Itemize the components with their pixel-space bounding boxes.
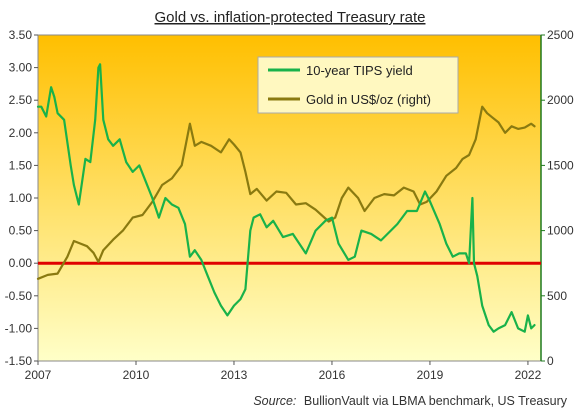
y-right-axis: 2500 2000 1500 1000 500 0 [541,28,574,368]
source-label: Source: [253,394,296,408]
legend: 10-year TIPS yield Gold in US$/oz (right… [257,56,459,114]
y-left-tick-label: -0.50 [5,289,33,303]
series-layer [36,63,536,333]
legend-label-gold: Gold in US$/oz (right) [306,92,431,107]
y-right-tick-label: 2000 [547,93,574,107]
series-line-gold [36,105,536,280]
y-left-tick-label: 1.00 [9,191,33,205]
y-left-tick-label: 3.50 [9,28,33,42]
legend-label-tips: 10-year TIPS yield [306,63,413,78]
source-text: BullionVault via LBMA benchmark, US Trea… [304,394,568,408]
x-tick-label: 2013 [221,368,248,382]
y-left-tick-label: -1.50 [5,354,33,368]
x-axis: 2007 2010 2013 2016 2019 2022 [25,361,542,382]
x-tick-label: 2022 [515,368,542,382]
y-right-tick-label: 500 [547,289,567,303]
x-tick-label: 2019 [417,368,444,382]
y-left-tick-label: 1.50 [9,158,33,172]
y-right-tick-label: 1500 [547,158,574,172]
y-right-tick-label: 0 [547,354,554,368]
y-left-tick-label: 0.00 [9,256,33,270]
y-left-tick-label: 0.50 [9,224,33,238]
chart-title: Gold vs. inflation-protected Treasury ra… [155,9,426,26]
x-tick-label: 2010 [123,368,150,382]
y-left-axis: 3.50 3.00 2.50 2.00 1.50 1.00 0.50 0.00 -0.50 -1.… [5,28,38,368]
y-right-tick-label: 1000 [547,224,574,238]
y-left-tick-label: 2.50 [9,93,33,107]
y-left-tick-label: 3.00 [9,61,33,75]
y-right-tick-label: 2500 [547,28,574,42]
series-line-tips [36,63,536,333]
x-tick-label: 2007 [25,368,52,382]
y-left-tick-label: 2.00 [9,126,33,140]
source-note: Source: BullionVault via LBMA benchmark,… [253,394,567,408]
legend-box [257,56,459,114]
y-left-tick-label: -1.00 [5,321,33,335]
x-tick-label: 2016 [319,368,346,382]
